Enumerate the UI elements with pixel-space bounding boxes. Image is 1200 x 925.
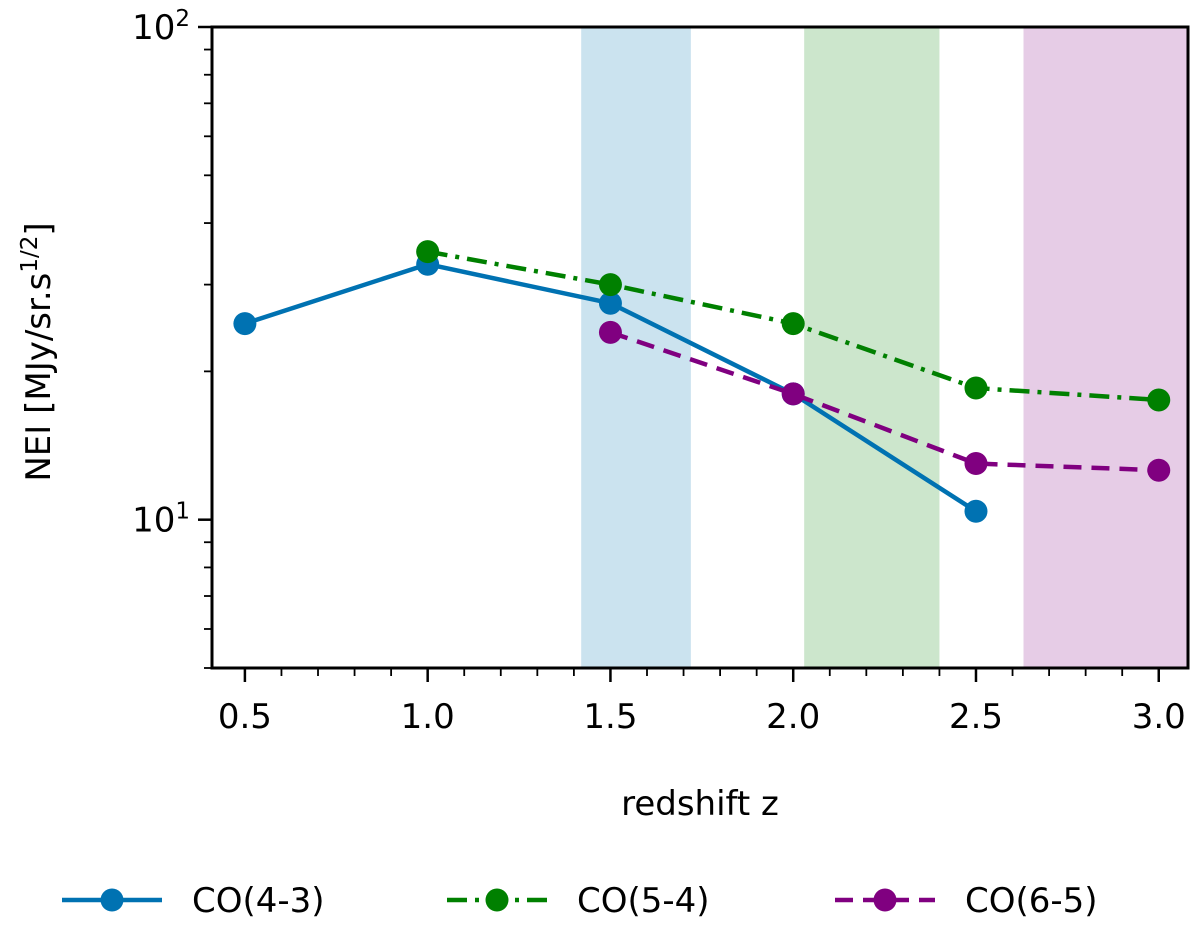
highlight-bands <box>581 27 1188 668</box>
x-tick-label: 1.0 <box>401 697 455 737</box>
legend-marker <box>873 888 897 912</box>
series-line <box>609 330 1159 473</box>
data-point <box>1147 388 1171 412</box>
data-point <box>598 273 622 297</box>
axis-ticks: 0.5 1.0 1.5 2.0 2.5 3.0 101 102 <box>132 6 1186 737</box>
legend: CO(4-3) CO(5-4) CO(6-5) <box>62 881 1098 921</box>
data-series <box>233 240 1171 523</box>
data-point <box>598 320 622 344</box>
band-2 <box>804 27 940 668</box>
legend-marker <box>100 888 124 912</box>
plot-frame <box>210 25 1190 670</box>
data-point <box>598 291 622 315</box>
legend-label: CO(6-5) <box>965 881 1098 921</box>
y-tick-label: 101 <box>132 499 190 541</box>
x-tick-label: 0.5 <box>218 697 272 737</box>
axis-labels: redshift z NEI [MJy/sr.s1/2] <box>17 222 779 824</box>
series-CO(5-4) <box>416 240 1171 412</box>
series-CO(6-5) <box>598 320 1171 482</box>
x-tick-label: 2.5 <box>949 697 1003 737</box>
data-point <box>781 382 805 406</box>
x-tick-label: 3.0 <box>1132 697 1186 737</box>
x-tick-label: 1.5 <box>583 697 637 737</box>
band-1 <box>581 27 691 668</box>
data-point <box>781 312 805 336</box>
legend-marker <box>485 888 509 912</box>
x-axis-label: redshift z <box>621 784 779 824</box>
y-tick-label: 102 <box>132 6 190 48</box>
legend-label: CO(4-3) <box>192 881 325 921</box>
data-point <box>964 376 988 400</box>
data-point <box>964 499 988 523</box>
data-point <box>416 240 440 264</box>
x-tick-label: 2.0 <box>766 697 820 737</box>
band-3 <box>1023 27 1188 668</box>
data-point <box>1147 458 1171 482</box>
data-point <box>233 312 257 336</box>
y-axis-label: NEI [MJy/sr.s1/2] <box>17 222 59 481</box>
data-point <box>964 452 988 476</box>
legend-label: CO(5-4) <box>577 881 710 921</box>
